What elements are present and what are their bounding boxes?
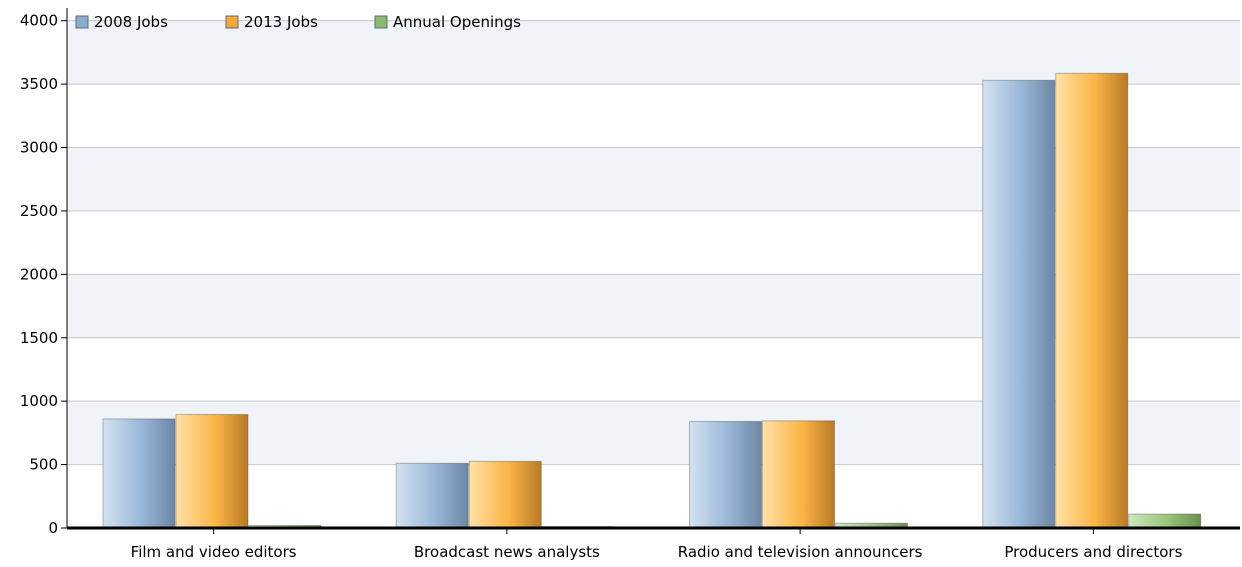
bar-2008-jobs-2	[689, 420, 762, 529]
y-tick-label: 0	[48, 519, 58, 537]
bar-2013-jobs-2	[762, 420, 835, 529]
axes	[61, 8, 1240, 534]
bar-2008-jobs-3	[982, 79, 1056, 529]
legend-label: Annual Openings	[393, 13, 521, 31]
bar-2013-jobs-3	[1055, 72, 1129, 529]
band	[67, 8, 1240, 21]
legend-swatch	[225, 15, 239, 29]
y-tick-label: 500	[29, 456, 58, 474]
legend-label: 2008 Jobs	[94, 13, 168, 31]
bars	[102, 72, 1202, 529]
y-tick-label: 3000	[20, 139, 58, 157]
bar-2008-jobs-1	[395, 462, 469, 529]
bar-2013-jobs-0	[175, 413, 249, 529]
x-tick-label: Film and video editors	[131, 543, 297, 561]
x-tick-label: Broadcast news analysts	[414, 543, 600, 561]
legend: 2008 Jobs 2013 Jobs Annual Openings	[75, 13, 521, 31]
y-tick-label: 4000	[20, 12, 58, 30]
legend-label: 2013 Jobs	[244, 13, 318, 31]
legend-swatch	[75, 15, 89, 29]
x-tick-label: Radio and television announcers	[678, 543, 923, 561]
y-tick-labels: 0 500 1000 1500 2000 2500 3000 3500 4000	[20, 12, 58, 537]
y-tick-label: 3500	[20, 75, 58, 93]
legend-swatch	[374, 15, 388, 29]
bar-annual-openings-3	[1128, 513, 1202, 529]
band	[67, 20, 1240, 85]
bar-2008-jobs-0	[102, 418, 176, 529]
x-tick-label: Producers and directors	[1004, 543, 1182, 561]
x-tick-labels: Film and video editors Broadcast news ana…	[131, 543, 1183, 561]
y-tick-label: 2000	[20, 265, 58, 283]
y-tick-label: 1500	[20, 329, 58, 347]
y-tick-label: 2500	[20, 202, 58, 220]
y-tick-label: 1000	[20, 392, 58, 410]
bar-2013-jobs-1	[468, 460, 542, 529]
